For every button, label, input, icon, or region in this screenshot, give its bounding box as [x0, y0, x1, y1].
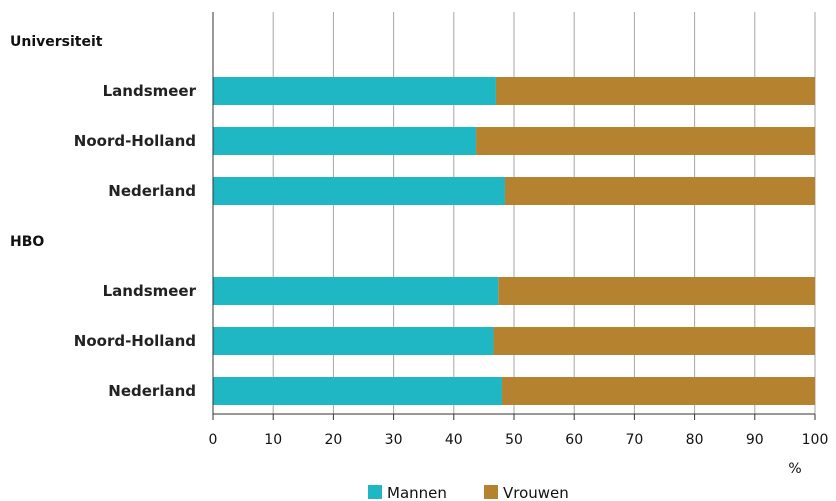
x-tick-label: 20	[324, 432, 342, 448]
category-label: Noord-Holland	[74, 332, 196, 350]
group-label: Universiteit	[10, 34, 103, 50]
bar-mannen	[213, 177, 505, 205]
group-label: HBO	[10, 234, 44, 250]
x-tick-labels: 0 10 20 30 40 50 60 70 80 90 100	[209, 432, 829, 448]
x-tick-label: 100	[802, 432, 829, 448]
legend-label: Mannen	[387, 484, 447, 501]
x-tick-label: 0	[209, 432, 218, 448]
axes	[212, 12, 816, 420]
x-tick-label: 50	[505, 432, 523, 448]
legend-swatch	[368, 485, 382, 499]
bar-vrouwen	[504, 177, 815, 205]
category-label: Noord-Holland	[74, 132, 196, 150]
x-tick-label: 10	[264, 432, 282, 448]
bar-mannen	[213, 277, 499, 305]
x-tick-label: 80	[686, 432, 704, 448]
category-label: Landsmeer	[103, 82, 197, 100]
bar-vrouwen	[476, 127, 815, 155]
category-label: Nederland	[108, 182, 196, 200]
x-tick-label: 70	[625, 432, 643, 448]
legend: Mannen Vrouwen	[368, 484, 569, 501]
x-unit-label: %	[788, 461, 801, 477]
legend-swatch	[484, 485, 498, 499]
bar-mannen	[213, 377, 502, 405]
bar-vrouwen	[501, 377, 815, 405]
x-tick-label: 30	[385, 432, 403, 448]
bar-mannen	[213, 327, 494, 355]
bar-vrouwen	[498, 277, 815, 305]
x-tick-label: 60	[565, 432, 583, 448]
bar-vrouwen	[493, 327, 815, 355]
category-label: Nederland	[108, 382, 196, 400]
x-tick-label: 40	[445, 432, 463, 448]
x-tick-label: 90	[746, 432, 764, 448]
legend-label: Vrouwen	[503, 484, 569, 501]
bar-vrouwen	[495, 77, 815, 105]
bars	[213, 77, 815, 405]
bar-mannen	[213, 127, 477, 155]
category-label: Landsmeer	[103, 282, 197, 300]
bar-mannen	[213, 77, 496, 105]
category-labels: Universiteit Landsmeer Noord-Holland Nederl…	[10, 34, 197, 400]
